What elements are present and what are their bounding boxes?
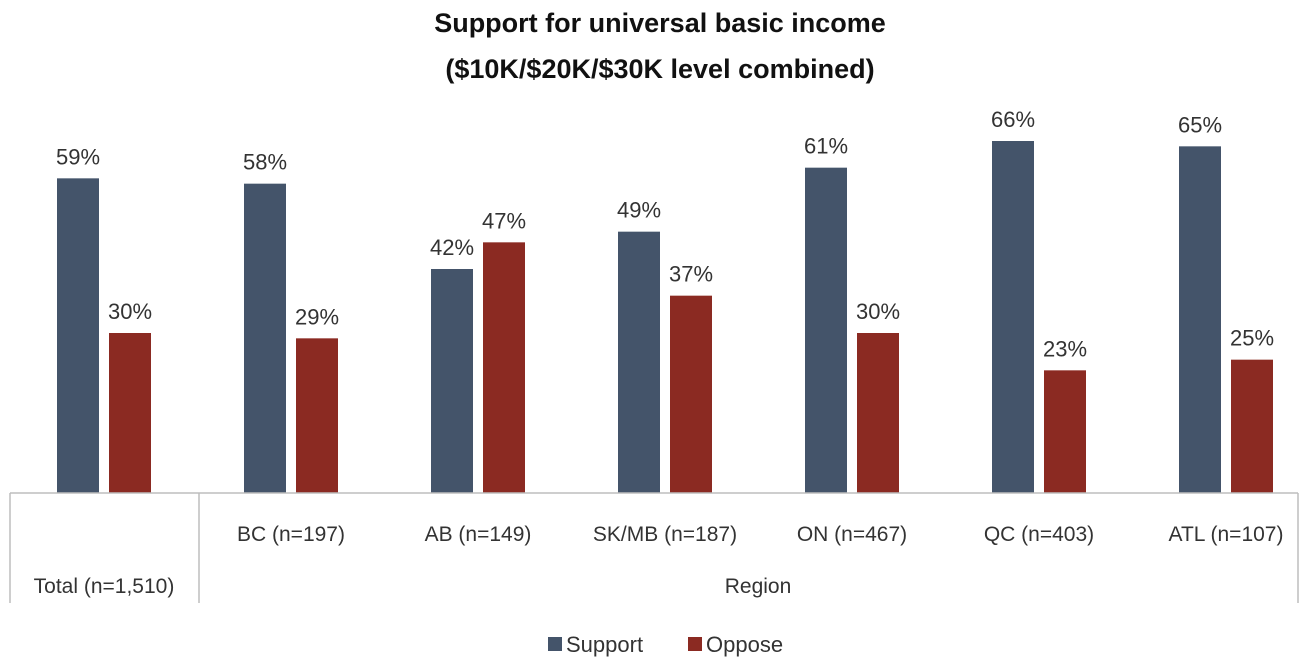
legend: Support Oppose [548,632,783,657]
bar-support-qc-n-403 [992,141,1034,493]
category-label-total-n-1-510: Total (n=1,510) [34,575,175,598]
data-label-support-qc-n-403: 66% [991,107,1035,132]
legend-label-support: Support [566,632,643,657]
data-label-oppose-total-n-1-510: 30% [108,299,152,324]
data-label-support-bc-n-197: 58% [243,150,287,175]
bar-support-atl-n-107 [1179,146,1221,494]
data-label-oppose-ab-n-149: 47% [482,208,526,233]
category-label-qc-n-403: QC (n=403) [984,523,1094,546]
bar-oppose-total-n-1-510 [109,333,151,493]
bar-oppose-sk-mb-n-187 [670,295,712,493]
chart-subtitle: ($10K/$20K/$30K level combined) [445,54,874,84]
category-label-ab-n-149: AB (n=149) [425,523,532,546]
data-label-support-total-n-1-510: 59% [56,144,100,169]
category-label-bc-n-197: BC (n=197) [237,523,345,546]
data-label-oppose-atl-n-107: 25% [1230,326,1274,351]
bar-support-on-n-467 [805,167,847,493]
category-label-atl-n-107: ATL (n=107) [1169,523,1284,546]
data-label-support-atl-n-107: 65% [1178,112,1222,137]
bar-support-sk-mb-n-187 [618,231,660,493]
bar-oppose-on-n-467 [857,333,899,493]
data-label-oppose-qc-n-403: 23% [1043,336,1087,361]
bar-support-total-n-1-510 [57,178,99,494]
bars-group [57,141,1273,494]
bar-support-bc-n-197 [244,183,286,493]
data-label-oppose-bc-n-197: 29% [295,304,339,329]
legend-swatch-support [548,637,562,651]
data-label-support-on-n-467: 61% [804,134,848,159]
bar-oppose-qc-n-403 [1044,370,1086,493]
category-label-sk-mb-n-187: SK/MB (n=187) [593,523,737,546]
bar-support-ab-n-149 [431,269,473,493]
data-label-oppose-sk-mb-n-187: 37% [669,262,713,287]
category-labels-group: Total (n=1,510) BC (n=197) AB (n=149) SK/MB… [34,523,1284,598]
bar-oppose-bc-n-197 [296,338,338,493]
chart-title: Support for universal basic income [434,8,886,38]
category-label-on-n-467: ON (n=467) [797,523,907,546]
legend-swatch-oppose [688,637,702,651]
bar-oppose-atl-n-107 [1231,359,1273,493]
bar-labels-group: 59% 30% 58% 29% 42% 47% 49% 37% 61% 30% 66% 23% 65% 2… [56,107,1274,361]
data-label-support-ab-n-149: 42% [430,235,474,260]
bar-oppose-ab-n-149 [483,242,525,493]
region-group-label: Region [725,575,792,598]
legend-label-oppose: Oppose [706,632,783,657]
data-label-support-sk-mb-n-187: 49% [617,198,661,223]
data-label-oppose-on-n-467: 30% [856,299,900,324]
